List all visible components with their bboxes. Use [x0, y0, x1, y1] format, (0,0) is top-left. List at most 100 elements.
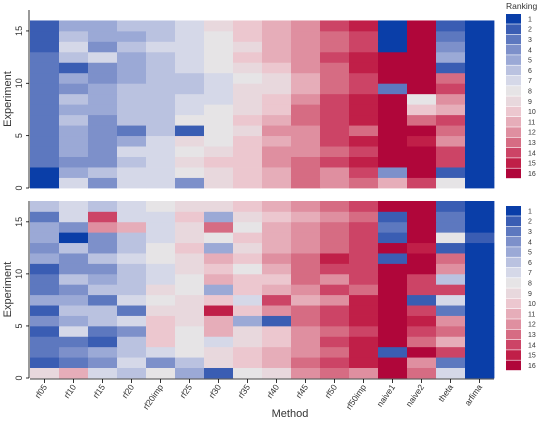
- heatmap-cell: [349, 177, 379, 189]
- heatmap-cell: [465, 125, 495, 137]
- heatmap-cell: [465, 211, 495, 223]
- heatmap-cell: [59, 135, 89, 147]
- heatmap-cell: [175, 294, 205, 306]
- heatmap-cell: [349, 146, 379, 157]
- heatmap-cell: [204, 72, 234, 84]
- heatmap-cell: [59, 294, 89, 306]
- heatmap-cell: [117, 72, 147, 84]
- heatmap-cell: [233, 167, 263, 178]
- heatmap-cell: [204, 201, 234, 212]
- legend-label: 10: [528, 301, 536, 308]
- heatmap-cell: [146, 62, 176, 74]
- heatmap-cell: [465, 284, 495, 296]
- heatmap-cell: [378, 336, 408, 348]
- heatmap-cell: [233, 273, 263, 285]
- heatmap-cell: [204, 315, 234, 327]
- heatmap-cell: [262, 177, 292, 189]
- heatmap-cell: [407, 263, 437, 275]
- heatmap-cell: [175, 135, 205, 147]
- y-tick-label: 10: [14, 269, 24, 279]
- heatmap-cell: [465, 242, 495, 254]
- legend-label: 7: [528, 270, 532, 277]
- heatmap-cell: [465, 357, 495, 368]
- heatmap-cell: [88, 146, 118, 157]
- heatmap-cell: [146, 346, 176, 358]
- heatmap-cell: [465, 114, 495, 126]
- legend-label: 15: [528, 353, 536, 360]
- heatmap-cell: [378, 284, 408, 296]
- heatmap-cell: [30, 20, 60, 32]
- heatmap-cell: [175, 93, 205, 105]
- heatmap-cell: [175, 284, 205, 296]
- legend-swatch: [506, 158, 521, 168]
- heatmap-cell: [378, 357, 408, 368]
- legend-swatch: [506, 106, 521, 117]
- heatmap-cell: [291, 62, 321, 74]
- legend-label: 2: [528, 27, 532, 34]
- heatmap-cell: [88, 253, 118, 264]
- legend-label: 7: [528, 78, 532, 85]
- heatmap-cell: [146, 305, 176, 316]
- heatmap-cell: [117, 221, 147, 233]
- heatmap-cell: [407, 125, 437, 137]
- heatmap-cell: [204, 253, 234, 264]
- heatmap-cell: [175, 30, 205, 42]
- heatmap-cell: [407, 305, 437, 316]
- heatmap-cell: [407, 177, 437, 189]
- heatmap-cell: [349, 336, 379, 348]
- heatmap-cell: [378, 211, 408, 223]
- heatmap-cell: [436, 325, 466, 337]
- heatmap-cell: [349, 62, 379, 74]
- legend-swatch: [506, 86, 521, 96]
- heatmap-cell: [59, 104, 89, 116]
- heatmap-cell: [146, 72, 176, 84]
- heatmap-cell: [175, 273, 205, 285]
- heatmap-cell: [204, 357, 234, 368]
- heatmap-cell: [175, 232, 205, 244]
- heatmap-cell: [204, 263, 234, 275]
- x-axis-label: Method: [272, 408, 309, 420]
- heatmap-cell: [291, 93, 321, 105]
- heatmap-cell: [262, 41, 292, 53]
- y-tick-label: 0: [14, 185, 24, 190]
- heatmap-cell: [30, 284, 60, 296]
- heatmap-cell: [204, 156, 234, 168]
- heatmap-cell: [262, 167, 292, 178]
- heatmap-cell: [378, 146, 408, 157]
- heatmap-cell: [378, 30, 408, 42]
- heatmap-cell: [146, 357, 176, 368]
- legend-label: 12: [528, 322, 536, 329]
- heatmap-cell: [407, 253, 437, 264]
- heatmap-cell: [262, 242, 292, 254]
- heatmap-cell: [117, 201, 147, 212]
- heatmap-cell: [146, 325, 176, 337]
- heatmap-cell: [30, 211, 60, 223]
- heatmap-cell: [320, 221, 350, 233]
- heatmap-cell: [465, 135, 495, 147]
- heatmap-cell: [320, 346, 350, 358]
- heatmap-cell: [262, 211, 292, 223]
- heatmap-cell: [320, 201, 350, 212]
- x-tick-label: arfima: [462, 382, 484, 407]
- heatmap-cell: [320, 20, 350, 32]
- heatmap-cell: [262, 284, 292, 296]
- heatmap-cell: [59, 315, 89, 327]
- heatmap-cell: [436, 211, 466, 223]
- heatmap-cell: [291, 41, 321, 53]
- heatmap-cell: [436, 221, 466, 233]
- heatmap-cell: [59, 336, 89, 348]
- heatmap-cell: [59, 177, 89, 189]
- heatmap-cell: [88, 30, 118, 42]
- heatmap-cell: [436, 146, 466, 157]
- heatmap-cell: [175, 201, 205, 212]
- heatmap-cell: [30, 325, 60, 337]
- heatmap-cell: [30, 336, 60, 348]
- heatmap-cell: [436, 51, 466, 63]
- heatmap-cell: [146, 20, 176, 32]
- heatmap-cell: [117, 156, 147, 168]
- heatmap-cell: [233, 232, 263, 244]
- heatmap-cell: [291, 125, 321, 137]
- heatmap-cell: [407, 72, 437, 84]
- heatmap-cell: [59, 72, 89, 84]
